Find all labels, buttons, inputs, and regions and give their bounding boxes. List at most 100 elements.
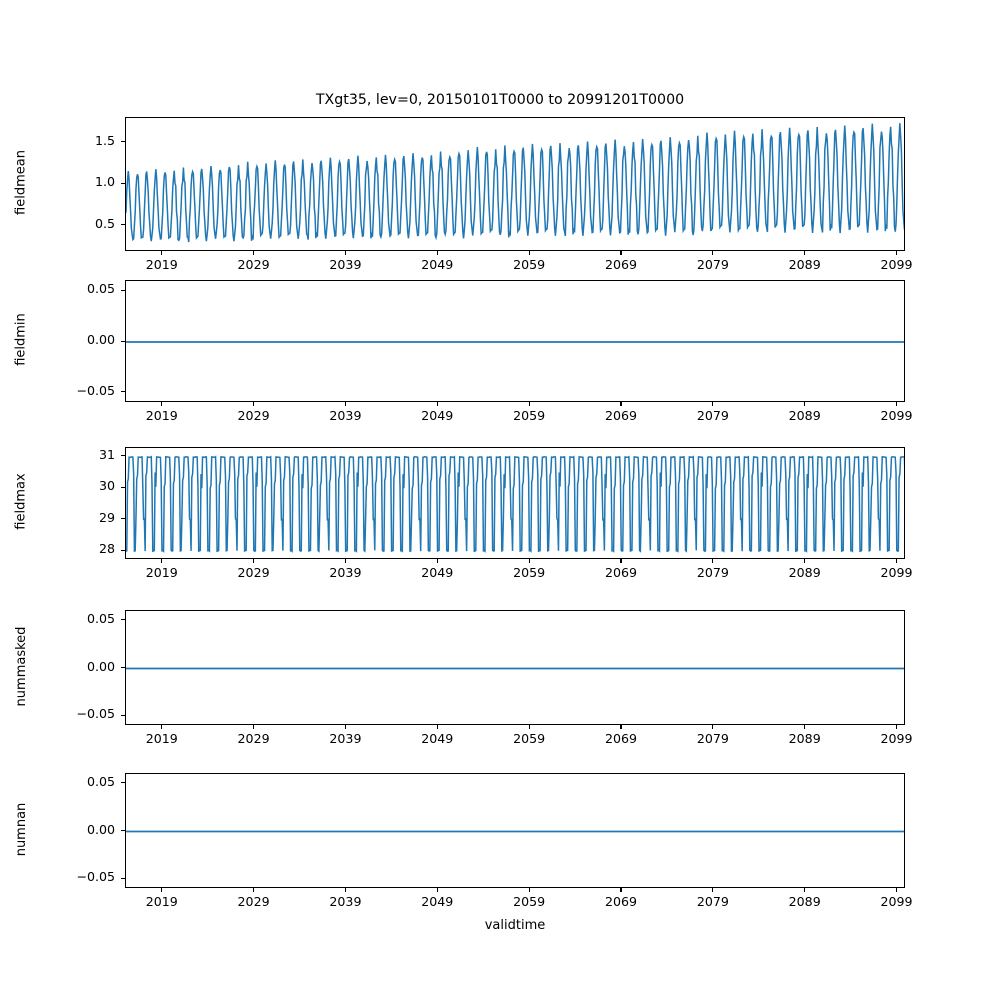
y-axis-label-fieldmin: fieldmin	[13, 313, 29, 366]
series-numnan	[126, 830, 904, 833]
y-tick-mark	[121, 518, 125, 520]
x-tick-mark	[528, 725, 530, 729]
y-tick-mark	[121, 289, 125, 291]
y-tick-mark	[121, 224, 125, 226]
y-tick-label: 1.0	[94, 174, 115, 190]
x-tick-mark	[528, 888, 530, 892]
y-tick-mark	[121, 340, 125, 342]
x-tick-label: 2079	[696, 257, 729, 272]
x-tick-mark	[896, 559, 898, 563]
y-tick-label: 30	[98, 478, 115, 494]
x-tick-label: 2059	[513, 565, 546, 580]
x-tick-label: 2089	[788, 408, 821, 423]
x-tick-mark	[804, 888, 806, 892]
x-tick-mark	[896, 725, 898, 729]
x-tick-label: 2089	[788, 894, 821, 909]
x-tick-label: 2079	[696, 408, 729, 423]
y-tick-mark	[121, 782, 125, 784]
x-tick-mark	[528, 402, 530, 406]
x-tick-label: 2099	[880, 408, 913, 423]
series-fieldmin	[126, 341, 904, 343]
x-tick-mark	[436, 888, 438, 892]
x-tick-mark	[436, 559, 438, 563]
x-tick-mark	[896, 251, 898, 255]
x-tick-mark	[344, 402, 347, 406]
x-tick-mark	[528, 251, 530, 255]
x-tick-label: 2039	[329, 408, 362, 423]
y-tick-label: 0.00	[86, 821, 115, 837]
y-tick-label: 0.05	[86, 610, 115, 626]
x-tick-mark	[253, 559, 255, 563]
subplot-numnan	[125, 773, 905, 888]
x-tick-mark	[620, 888, 622, 892]
x-tick-label: 2079	[696, 731, 729, 746]
series-nummasked	[126, 667, 904, 670]
y-axis-label-fieldmax: fieldmax	[13, 473, 29, 530]
x-tick-label: 2029	[237, 257, 270, 272]
x-tick-label: 2099	[880, 894, 913, 909]
x-tick-label: 2099	[880, 565, 913, 580]
x-axis-label: validtime	[484, 918, 546, 933]
x-tick-label: 2089	[788, 257, 821, 272]
y-tick-mark	[121, 391, 125, 393]
series-fieldmax	[126, 455, 904, 553]
x-tick-label: 2029	[237, 408, 270, 423]
x-tick-label: 2029	[237, 731, 270, 746]
subplot-fieldmax	[125, 447, 905, 559]
x-tick-mark	[896, 402, 898, 406]
subplot-fieldmean	[125, 117, 905, 251]
x-tick-label: 2019	[145, 257, 178, 272]
y-tick-mark	[121, 667, 125, 669]
y-tick-mark	[121, 141, 125, 143]
x-tick-mark	[344, 251, 347, 255]
y-tick-label: 28	[98, 541, 115, 557]
x-tick-mark	[712, 559, 714, 563]
x-tick-mark	[620, 725, 622, 729]
y-tick-label: −0.05	[76, 382, 115, 398]
x-tick-label: 2079	[696, 565, 729, 580]
subplot-nummasked	[125, 610, 905, 725]
y-tick-mark	[121, 619, 125, 621]
x-tick-mark	[712, 725, 714, 729]
y-tick-label: 1.5	[94, 132, 115, 148]
x-tick-mark	[804, 559, 806, 563]
x-tick-mark	[804, 251, 806, 255]
y-tick-mark	[121, 455, 125, 457]
y-tick-mark	[121, 182, 125, 184]
x-tick-label: 2069	[604, 894, 638, 909]
x-tick-mark	[712, 888, 714, 892]
y-tick-label: 0.00	[86, 658, 115, 674]
x-tick-mark	[620, 559, 622, 563]
x-tick-label: 2059	[513, 257, 546, 272]
x-tick-label: 2059	[513, 408, 546, 423]
x-tick-label: 2049	[421, 408, 454, 423]
y-axis-label-fieldmean: fieldmean	[13, 150, 29, 215]
x-tick-mark	[436, 725, 438, 729]
x-tick-label: 2039	[329, 731, 362, 746]
x-tick-label: 2099	[880, 731, 913, 746]
x-tick-label: 2049	[421, 731, 454, 746]
x-tick-label: 2049	[421, 257, 454, 272]
x-tick-label: 2019	[145, 408, 178, 423]
x-tick-label: 2049	[421, 565, 454, 580]
subplot-fieldmin	[125, 280, 905, 402]
y-tick-mark	[121, 714, 125, 716]
y-axis-label-nummasked: nummasked	[13, 626, 29, 706]
x-tick-label: 2089	[788, 731, 821, 746]
y-tick-label: 0.05	[86, 281, 115, 297]
y-tick-mark	[121, 830, 125, 832]
x-tick-mark	[161, 402, 163, 406]
y-tick-mark	[121, 549, 125, 551]
x-tick-label: 2069	[604, 731, 638, 746]
x-tick-label: 2019	[145, 894, 178, 909]
x-tick-label: 2059	[513, 731, 546, 746]
x-tick-mark	[436, 402, 438, 406]
x-tick-mark	[712, 251, 714, 255]
x-tick-label: 2019	[145, 731, 178, 746]
x-tick-label: 2079	[696, 894, 729, 909]
x-tick-label: 2039	[329, 257, 362, 272]
x-tick-label: 2019	[145, 565, 178, 580]
x-tick-mark	[253, 888, 255, 892]
x-tick-label: 2069	[604, 257, 638, 272]
